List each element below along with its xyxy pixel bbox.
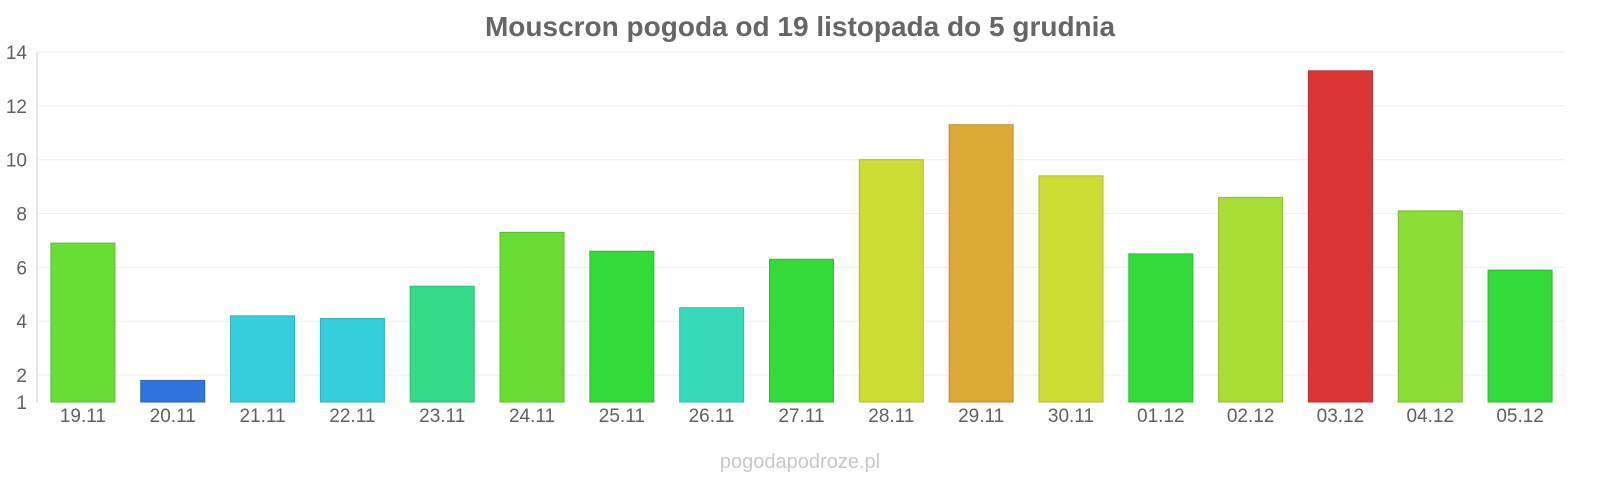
bar-04.12[interactable] [1397,210,1463,403]
bar-19.11[interactable] [50,242,116,403]
bar-20.11[interactable] [140,379,206,403]
chart-title: Mouscron pogoda od 19 listopada do 5 gru… [485,11,1115,42]
x-tick-label: 04.12 [1406,406,1454,427]
bar-27.11[interactable] [769,258,834,403]
x-tick-label: 20.11 [150,406,196,427]
y-tick-label: 1 [16,393,27,414]
bar-01.12[interactable] [1128,253,1194,403]
x-tick-label: 05.12 [1496,406,1544,427]
y-tick-label: 12 [6,97,27,118]
x-tick-label: 25.11 [599,406,645,427]
bar-29.11[interactable] [948,124,1014,403]
bar-25.11[interactable] [589,250,655,403]
x-tick-label: 22.11 [329,406,375,427]
x-tick-label: 03.12 [1317,406,1365,427]
watermark: pogodapodroze.pl [720,451,880,473]
x-tick-label: 30.11 [1048,406,1094,427]
x-tick-label: 27.11 [778,406,824,427]
y-tick-label: 14 [6,43,28,64]
y-tick-label: 6 [16,258,27,279]
x-tick-label: 21.11 [239,406,285,427]
x-tick-label: 28.11 [868,406,914,427]
bar-30.11[interactable] [1038,175,1104,403]
x-tick-label: 02.12 [1227,406,1275,427]
x-tick-label: 24.11 [509,406,555,427]
x-tick-label: 29.11 [958,406,1004,427]
y-tick-label: 4 [16,312,27,333]
x-tick-label: 01.12 [1137,406,1185,427]
y-tick-label: 2 [16,366,27,387]
y-tick-label: 10 [6,151,27,172]
bar-02.12[interactable] [1218,196,1284,403]
bar-23.11[interactable] [409,285,475,403]
bar-05.12[interactable] [1487,269,1553,403]
x-tick-label: 26.11 [689,406,735,427]
x-tick-label: 19.11 [60,406,106,427]
bar-22.11[interactable] [319,318,385,403]
bar-03.12[interactable] [1307,70,1373,403]
bar-21.11[interactable] [230,315,296,403]
bar-28.11[interactable] [858,159,924,403]
x-axis-labels: 19.11 20.11 21.11 22.11 23.11 24.11 25.11 26.11… [60,406,1544,427]
bar-24.11[interactable] [499,231,565,403]
bars [50,70,1553,403]
x-tick-label: 23.11 [419,406,465,427]
y-tick-label: 8 [16,205,27,226]
bar-26.11[interactable] [679,307,745,403]
